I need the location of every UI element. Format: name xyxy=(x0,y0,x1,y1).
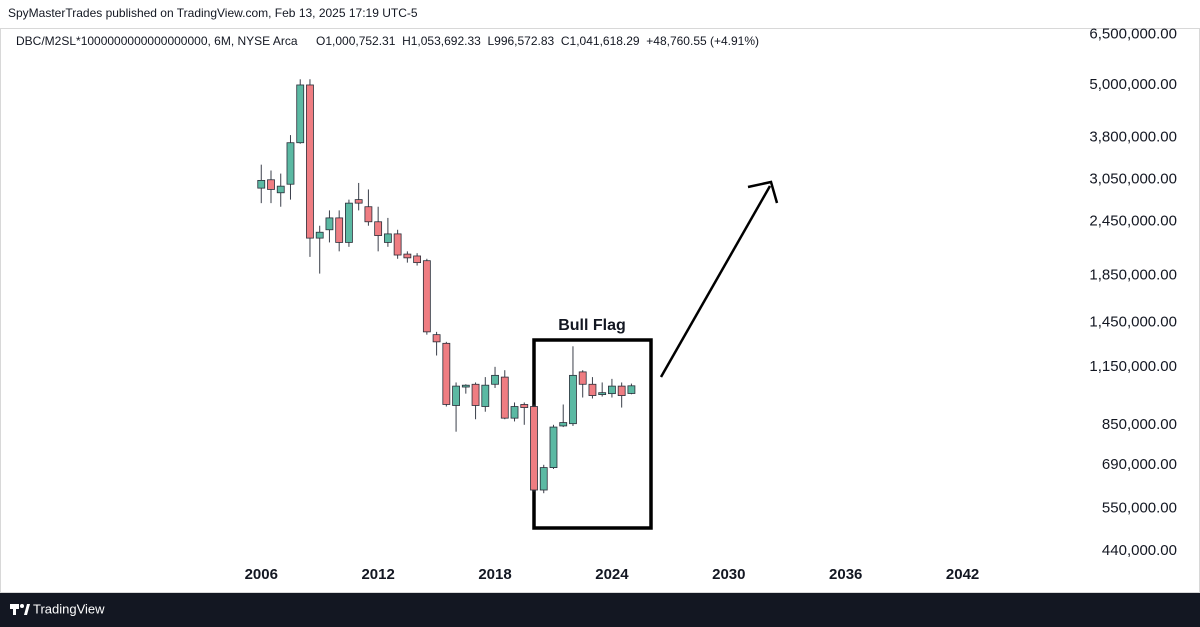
candle-body xyxy=(296,84,305,144)
candle-body xyxy=(335,217,344,243)
candle-body xyxy=(325,217,334,231)
tv-logo xyxy=(10,604,30,615)
x-tick-label: 2012 xyxy=(361,566,394,583)
candle-body xyxy=(491,374,499,385)
candle-body xyxy=(306,84,314,239)
candle-body xyxy=(345,202,353,243)
candle-body xyxy=(422,260,431,333)
published-line: SpyMasterTrades published on TradingView… xyxy=(8,6,418,20)
candle-body xyxy=(578,371,587,385)
y-tick-label: 1,150,000.00 xyxy=(1089,358,1177,375)
y-tick-label: 6,500,000.00 xyxy=(1089,26,1177,43)
candle-body xyxy=(374,221,383,236)
candle-body xyxy=(403,253,412,259)
candle-body xyxy=(510,406,519,419)
candle-body xyxy=(539,467,548,491)
x-tick-label: 2030 xyxy=(712,566,745,583)
y-tick-label: 440,000.00 xyxy=(1102,542,1177,559)
candle-body xyxy=(383,233,392,243)
ohlc-legend: O1,000,752.31 H1,053,692.33 L996,572.83 … xyxy=(316,34,759,48)
candle-body xyxy=(432,334,441,343)
chart-frame xyxy=(0,28,1200,593)
x-tick-label: 2024 xyxy=(595,566,629,583)
candle-body xyxy=(315,231,324,239)
candle-body xyxy=(481,384,490,407)
candle-body xyxy=(354,199,363,204)
candle-body xyxy=(617,385,626,396)
candle-body xyxy=(588,383,597,396)
footer-brand: TradingView xyxy=(33,601,105,616)
candle-body xyxy=(627,385,636,394)
logo-shape xyxy=(13,604,16,615)
plot: 6,500,000.00 5,000,000.00 3,800,000.00 3,05… xyxy=(245,26,1177,583)
arrow-head xyxy=(747,180,779,204)
candle-body xyxy=(393,233,402,256)
candle-body xyxy=(257,179,266,189)
y-tick-label: 550,000.00 xyxy=(1102,499,1177,516)
x-tick-label: 2036 xyxy=(829,566,862,583)
candle-body xyxy=(500,376,509,419)
candle-body xyxy=(598,392,607,395)
y-tick-label: 3,050,000.00 xyxy=(1089,171,1177,188)
x-tick-label: 2042 xyxy=(946,566,979,583)
candle-body xyxy=(267,179,275,190)
footer-bar xyxy=(0,593,1200,627)
arrow-shaft xyxy=(659,185,772,378)
y-tick-label: 690,000.00 xyxy=(1102,456,1177,473)
candle-body xyxy=(520,404,529,408)
logo-shape xyxy=(24,604,30,615)
candle-body xyxy=(452,385,460,406)
candle-body xyxy=(608,385,616,395)
candle-body xyxy=(413,255,422,264)
y-tick-label: 3,800,000.00 xyxy=(1089,129,1177,146)
symbol: DBC/M2SL*1000000000000000000, 6M, NYSE A… xyxy=(16,34,298,48)
candle-body xyxy=(471,383,480,406)
y-tick-label: 850,000.00 xyxy=(1102,416,1177,433)
y-tick-label: 5,000,000.00 xyxy=(1089,76,1177,93)
candle-body xyxy=(442,342,451,405)
y-tick-label: 2,450,000.00 xyxy=(1089,213,1177,230)
x-tick-label: 2018 xyxy=(478,566,511,583)
candle-body xyxy=(461,384,470,388)
annotation: Bull Flag xyxy=(558,317,626,334)
y-tick-label: 1,850,000.00 xyxy=(1089,267,1177,284)
candle-body xyxy=(569,374,577,425)
y-tick-label: 1,450,000.00 xyxy=(1089,313,1177,330)
logo-shape xyxy=(20,604,24,608)
candle-body xyxy=(364,206,373,223)
candle-body xyxy=(530,406,538,491)
candle-body xyxy=(559,422,568,427)
candle-body xyxy=(276,185,285,194)
candle-body xyxy=(549,426,558,468)
x-tick-label: 2006 xyxy=(245,566,278,583)
candle-body xyxy=(286,142,295,185)
